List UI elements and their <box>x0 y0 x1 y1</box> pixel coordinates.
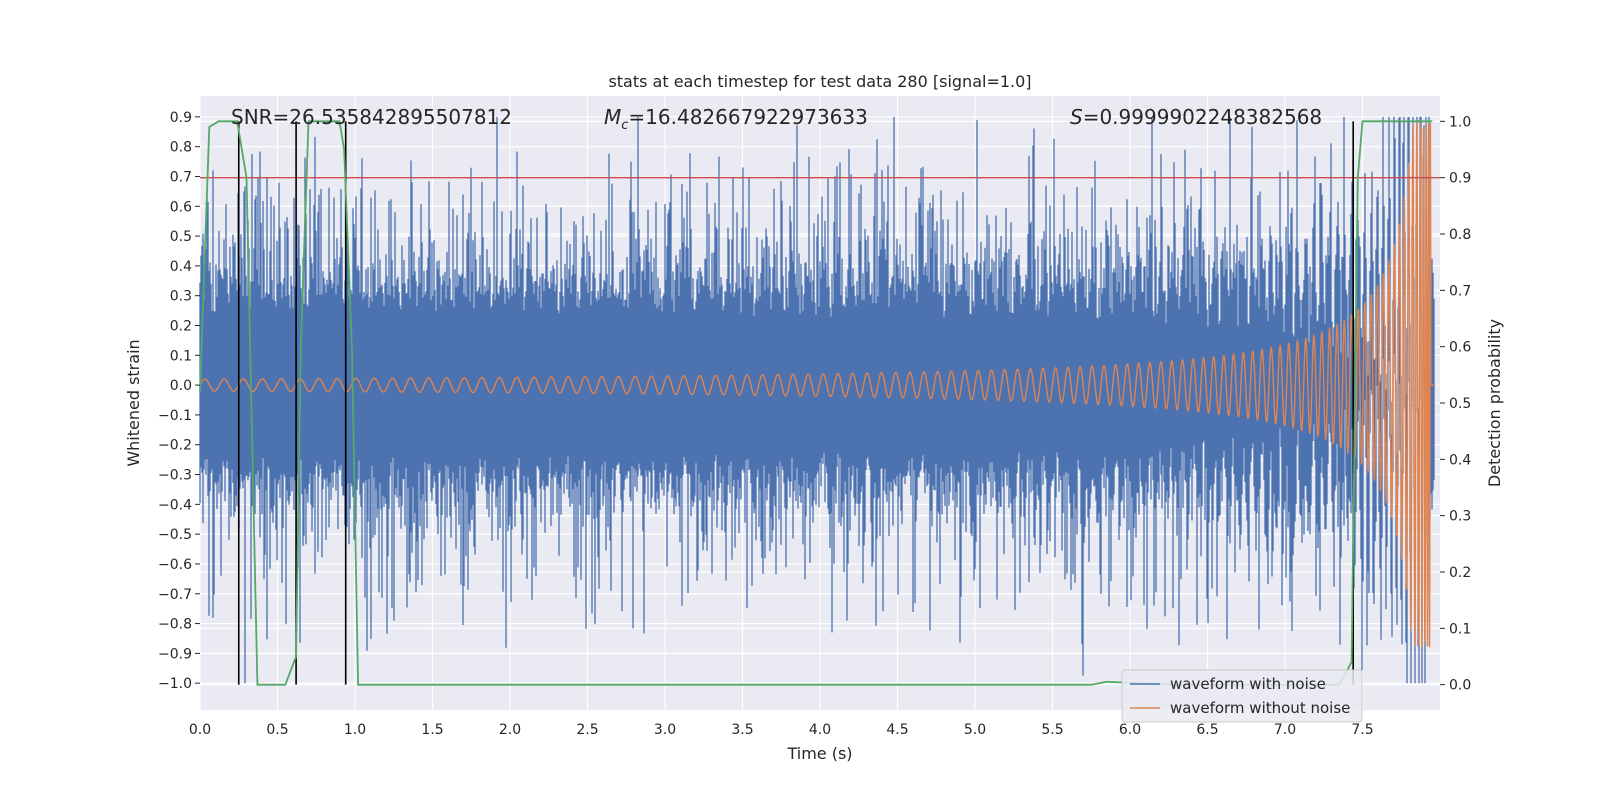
y-tick-label: −0.1 <box>158 408 192 424</box>
y2-tick-label: 0.1 <box>1449 621 1471 637</box>
y-tick-label: 0.4 <box>170 259 192 275</box>
y2-axis-label: Detection probability <box>1485 319 1504 487</box>
y-tick-label: −1.0 <box>158 676 192 692</box>
legend-label-clean: waveform without noise <box>1170 699 1350 717</box>
x-tick-label: 5.5 <box>1041 722 1063 738</box>
y2-tick-label: 0.8 <box>1449 227 1471 243</box>
y-tick-label: 0.2 <box>170 319 192 335</box>
y-tick-label: −0.5 <box>158 527 192 543</box>
x-tick-label: 0.0 <box>189 722 211 738</box>
score-symbol: S <box>1070 105 1083 129</box>
x-tick-label: 4.5 <box>886 722 908 738</box>
legend-label-noisy: waveform with noise <box>1170 675 1326 693</box>
chirp-mass-symbol: M <box>604 105 621 129</box>
x-tick-label: 6.0 <box>1119 722 1141 738</box>
x-tick-label: 3.0 <box>654 722 676 738</box>
y-tick-label: 0.0 <box>170 378 192 394</box>
x-tick-label: 2.0 <box>499 722 521 738</box>
y2-tick-label: 0.4 <box>1449 452 1471 468</box>
y-tick-label: −0.8 <box>158 617 192 633</box>
x-tick-label: 1.5 <box>421 722 443 738</box>
y2-tick-label: 0.3 <box>1449 509 1471 525</box>
x-tick-label: 6.5 <box>1196 722 1218 738</box>
y-tick-label: −0.9 <box>158 646 192 662</box>
x-tick-label: 5.0 <box>964 722 986 738</box>
x-tick-label: 0.5 <box>266 722 288 738</box>
x-tick-label: 1.0 <box>344 722 366 738</box>
chirp-mass-value: =16.482667922973633 <box>628 105 867 129</box>
y-tick-label: 0.9 <box>170 110 192 126</box>
y-tick-label: 0.5 <box>170 229 192 245</box>
y2-tick-label: 0.9 <box>1449 171 1471 187</box>
y-axis-label: Whitened strain <box>124 339 143 466</box>
y2-tick-label: 1.0 <box>1449 114 1471 130</box>
y-tick-label: −0.2 <box>158 438 192 454</box>
y-tick-label: 0.7 <box>170 169 192 185</box>
chart-title: stats at each timestep for test data 280… <box>608 72 1031 91</box>
chirp-mass-subscript: c <box>621 118 628 133</box>
series-waveform-without-noise <box>199 122 1436 648</box>
y2-tick-label: 0.2 <box>1449 565 1471 581</box>
x-tick-label: 2.5 <box>576 722 598 738</box>
y-tick-label: −0.3 <box>158 468 192 484</box>
score-value: =0.9999902248382568 <box>1083 105 1322 129</box>
x-axis-label: Time (s) <box>786 744 852 763</box>
chirp-mass-annotation: Mc=16.482667922973633 <box>604 105 868 133</box>
y2-tick-label: 0.7 <box>1449 283 1471 299</box>
y-tick-label: −0.6 <box>158 557 192 573</box>
score-annotation: S=0.9999902248382568 <box>1070 105 1322 129</box>
x-tick-label: 4.0 <box>809 722 831 738</box>
snr-annotation: SNR=26.535842895507812 <box>231 105 512 129</box>
y-tick-label: 0.3 <box>170 289 192 305</box>
x-tick-label: 3.5 <box>731 722 753 738</box>
y-tick-label: 0.1 <box>170 348 192 364</box>
legend-box <box>1121 669 1363 723</box>
y2-tick-label: 0.6 <box>1449 340 1471 356</box>
x-tick-label: 7.0 <box>1274 722 1296 738</box>
y2-tick-label: 0.5 <box>1449 396 1471 412</box>
y-tick-label: −0.4 <box>158 497 192 513</box>
series-waveform-with-noise <box>199 116 1435 684</box>
y-tick-label: 0.8 <box>170 140 192 156</box>
y-tick-label: −0.7 <box>158 587 192 603</box>
legend: waveform with noise waveform without noi… <box>1121 669 1363 723</box>
x-tick-label: 7.5 <box>1351 722 1373 738</box>
y2-tick-label: 0.0 <box>1449 678 1471 694</box>
y-tick-label: 0.6 <box>170 199 192 215</box>
